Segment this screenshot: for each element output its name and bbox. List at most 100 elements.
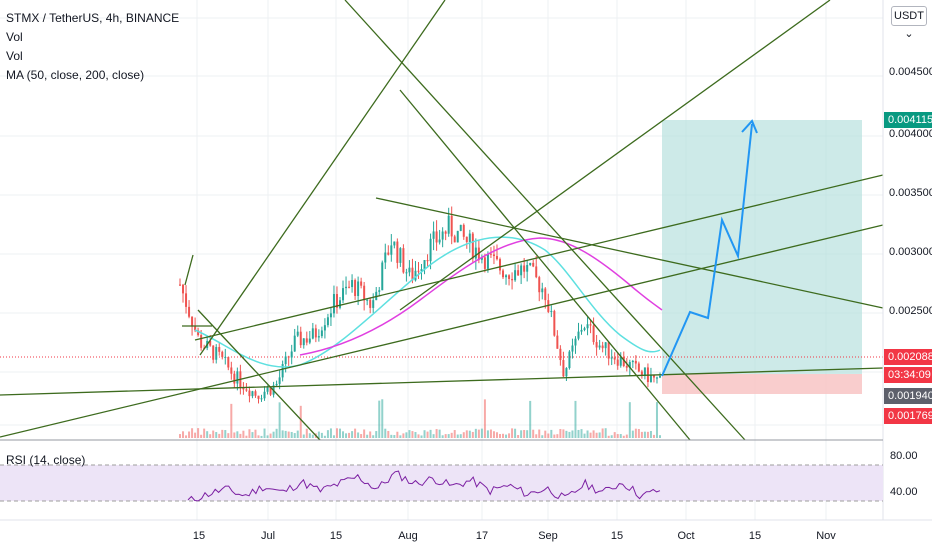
moving-average-label[interactable]: MA (50, close, 200, close) xyxy=(6,68,145,82)
candle-body xyxy=(429,238,432,262)
volume-bar xyxy=(556,434,559,438)
candle-body xyxy=(465,236,468,242)
candle-body xyxy=(643,367,646,377)
volume-bar xyxy=(320,432,323,438)
volume-bar xyxy=(553,434,556,438)
volume-bar xyxy=(459,434,462,438)
candle-body xyxy=(544,288,547,301)
volume-bar xyxy=(607,435,610,438)
x-tick-label: 15 xyxy=(748,530,762,542)
volume-bar xyxy=(233,432,236,438)
symbol-title[interactable]: STMX / TetherUS, 4h, BINANCE xyxy=(6,11,180,25)
candle-body xyxy=(281,364,284,378)
volume-bar xyxy=(191,428,194,438)
candle-body xyxy=(453,236,456,243)
volume-bar xyxy=(378,400,381,438)
candle-body xyxy=(185,293,188,307)
candle-body xyxy=(351,280,354,288)
candle-body xyxy=(486,253,489,269)
volume-bar xyxy=(471,431,474,438)
volume-bar xyxy=(541,435,544,438)
volume-bar xyxy=(335,428,338,438)
candle-body xyxy=(248,390,251,397)
candle-body xyxy=(251,391,254,397)
volume-bar xyxy=(212,430,215,438)
volume-bar xyxy=(354,428,357,438)
volume-bar xyxy=(215,432,218,438)
candle-body xyxy=(526,265,529,272)
volume-bar xyxy=(209,434,212,438)
volume-bar xyxy=(435,429,438,438)
candle-body xyxy=(275,383,278,386)
volume-bar xyxy=(520,430,523,438)
volume-bar xyxy=(411,431,414,438)
volume-bar xyxy=(197,428,200,438)
volume-bar xyxy=(218,433,221,438)
candle-body xyxy=(369,299,372,308)
volume-bar xyxy=(453,430,456,438)
countdown-tag: 03:34:09 xyxy=(884,367,932,383)
candle-body xyxy=(495,256,498,260)
volume-bar xyxy=(236,431,239,438)
volume-bar xyxy=(532,429,535,438)
candle-body xyxy=(381,262,384,291)
volume-bar xyxy=(417,434,420,438)
volume-bar xyxy=(483,399,486,438)
volume-bar xyxy=(185,435,188,438)
volume-bar xyxy=(372,435,375,438)
volume-bar xyxy=(263,428,266,438)
rsi-label[interactable]: RSI (14, close) xyxy=(6,453,86,467)
currency-button[interactable]: USDT ⌄ xyxy=(891,6,927,40)
candle-body xyxy=(517,270,520,276)
candle-body xyxy=(471,233,474,259)
volume-bar xyxy=(550,429,553,438)
y-tick-label: 0.002500 xyxy=(889,305,932,317)
candle-body xyxy=(450,215,453,237)
candle-body xyxy=(420,269,423,272)
candle-body xyxy=(483,257,486,269)
candle-body xyxy=(468,233,471,242)
candle-body xyxy=(631,360,634,363)
volume-bar xyxy=(583,433,586,438)
volume-bar xyxy=(565,430,568,438)
candle-body xyxy=(553,310,556,336)
volume-indicator-label[interactable]: Vol xyxy=(6,30,23,44)
x-tick-label: 15 xyxy=(610,530,624,542)
volume-bar xyxy=(317,431,320,438)
volume-indicator-label-2[interactable]: Vol xyxy=(6,49,23,63)
projection-arrowhead xyxy=(741,119,758,134)
candle-body xyxy=(492,254,495,257)
volume-bar xyxy=(251,432,254,438)
candle-body xyxy=(363,285,366,301)
candle-body xyxy=(610,357,613,359)
candle-body xyxy=(535,266,538,278)
candle-body xyxy=(459,224,462,231)
candle-body xyxy=(342,288,345,301)
candle-body xyxy=(625,366,628,368)
candle-body xyxy=(287,356,290,358)
candle-body xyxy=(565,368,568,377)
candle-body xyxy=(580,329,583,332)
volume-bar xyxy=(245,435,248,438)
volume-bar xyxy=(474,428,477,438)
candle-body xyxy=(441,231,444,240)
candle-body xyxy=(607,342,610,359)
volume-bar xyxy=(495,432,498,438)
volume-bar xyxy=(342,431,345,438)
volume-bar xyxy=(456,434,459,438)
volume-bar xyxy=(535,434,538,438)
candle-body xyxy=(634,360,637,364)
volume-bar xyxy=(489,429,492,438)
volume-bar xyxy=(311,434,314,438)
ma-200-line xyxy=(299,237,663,356)
candle-body xyxy=(366,299,369,301)
volume-bar xyxy=(643,431,646,438)
volume-bar xyxy=(574,400,577,438)
candle-body xyxy=(474,247,477,259)
volume-bar xyxy=(287,431,290,438)
candle-body xyxy=(559,348,562,361)
candle-body xyxy=(586,324,589,329)
volume-bar xyxy=(224,430,227,438)
volume-bar xyxy=(296,430,299,438)
